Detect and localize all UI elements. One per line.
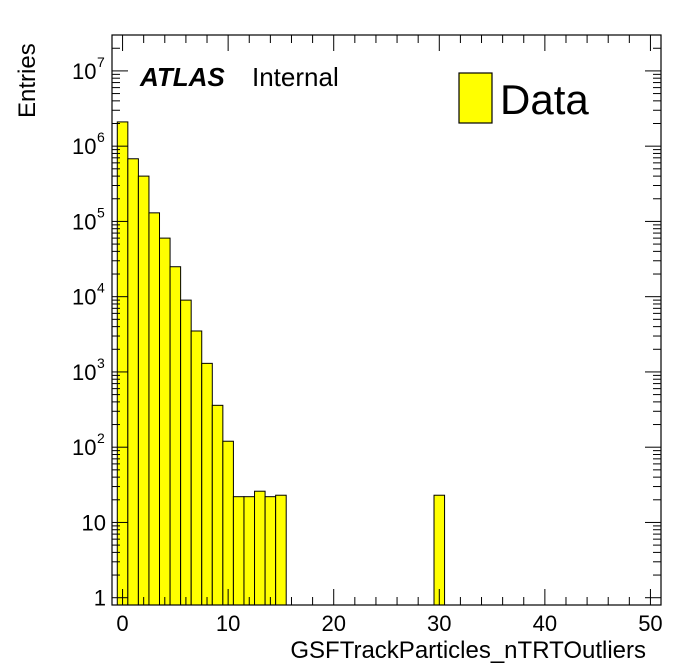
- x-tick-label: 50: [638, 611, 662, 636]
- y-axis-ticks: [112, 34, 661, 599]
- histogram-bin: [433, 494, 446, 606]
- y-tick-label: 10: [82, 510, 106, 535]
- y-tick-label-exponent: 4: [97, 280, 105, 296]
- y-tick-label: 10: [72, 435, 96, 460]
- x-tick-label: 40: [533, 611, 557, 636]
- histogram-bin: [127, 158, 139, 606]
- histogram-bars: [116, 121, 446, 606]
- histogram-bin: [201, 362, 213, 606]
- histogram-bin: [137, 175, 150, 606]
- histogram-bin: [264, 496, 277, 606]
- histogram-bin: [243, 496, 256, 606]
- plot-frame: [111, 34, 662, 606]
- y-tick-label: 10: [72, 59, 96, 84]
- x-axis-label: GSFTrackParticles_nTRTOutliers: [290, 637, 646, 664]
- histogram-bin: [211, 404, 224, 606]
- histogram-bin: [222, 440, 234, 606]
- y-tick-label: 10: [72, 209, 96, 234]
- y-tick-label: 1: [94, 586, 106, 611]
- histogram-bin: [169, 266, 182, 606]
- histogram-bin: [254, 490, 266, 606]
- y-tick-label: 10: [72, 285, 96, 310]
- legend-swatch: [458, 72, 493, 124]
- internal-label: Internal: [252, 62, 339, 92]
- y-tick-label-exponent: 7: [97, 54, 105, 70]
- y-axis-label: Entries: [14, 43, 41, 118]
- histogram-bin: [116, 121, 129, 606]
- histogram-bin: [148, 212, 161, 606]
- x-tick-label: 20: [321, 611, 345, 636]
- histogram-bin: [275, 494, 287, 606]
- y-tick-label-exponent: 6: [97, 129, 105, 145]
- histogram-bin: [232, 496, 245, 606]
- x-tick-label: 10: [216, 611, 240, 636]
- y-tick-label-exponent: 2: [97, 430, 105, 446]
- legend-label-data: Data: [500, 76, 589, 123]
- x-tick-label: 30: [427, 611, 451, 636]
- y-tick-label: 10: [72, 360, 96, 385]
- atlas-label: ATLAS: [139, 62, 225, 92]
- y-tick-label: 10: [72, 134, 96, 159]
- x-tick-label: 0: [116, 611, 128, 636]
- y-tick-label-exponent: 5: [97, 204, 105, 220]
- x-axis-tick-labels: 0 10 20 30 40 50: [116, 611, 662, 636]
- histogram-bin: [159, 237, 171, 606]
- histogram-bin: [190, 330, 203, 606]
- x-axis-ticks: [122, 35, 651, 605]
- histogram-bin: [180, 299, 192, 606]
- y-tick-label-exponent: 3: [97, 355, 105, 371]
